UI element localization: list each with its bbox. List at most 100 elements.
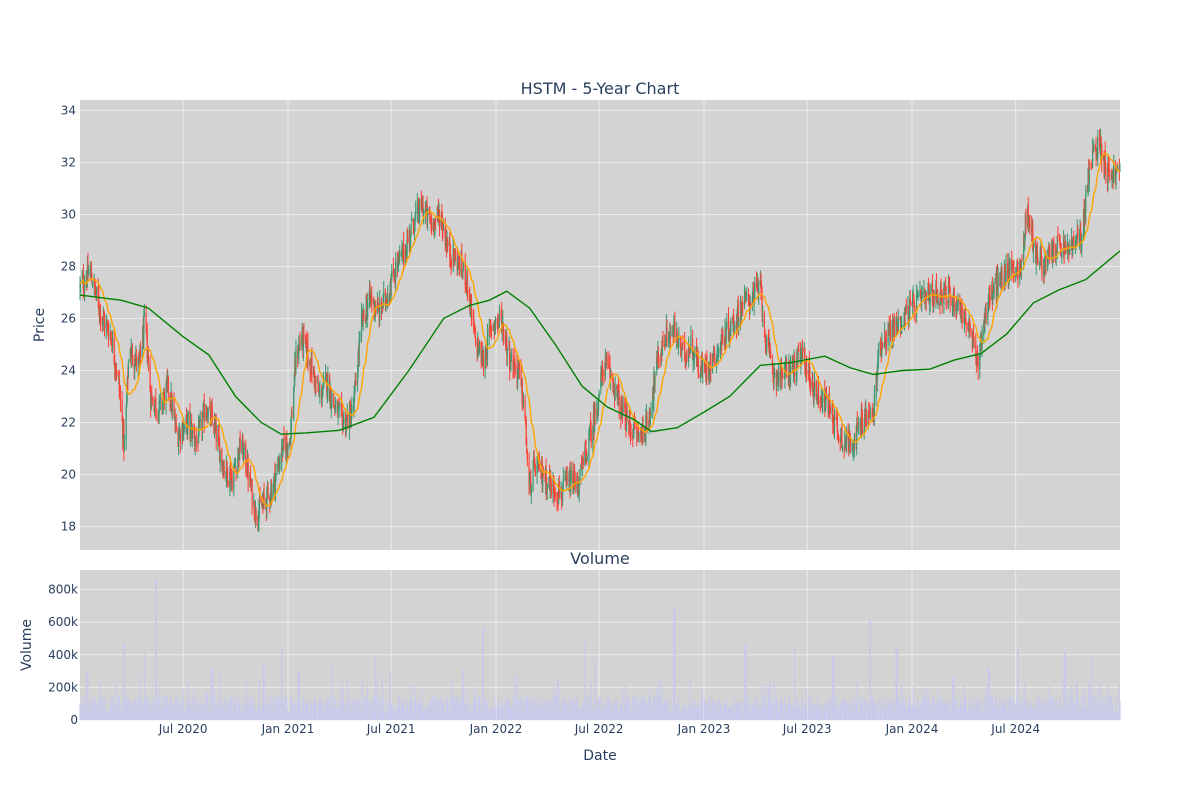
candle-body — [915, 294, 918, 314]
candle-body — [584, 447, 587, 449]
price-y-tick-label: 32 — [61, 155, 76, 169]
candle-body — [514, 358, 516, 368]
volume-bar — [453, 693, 455, 720]
candle-body — [199, 422, 201, 424]
candle-body — [377, 304, 379, 306]
volume-bar — [214, 698, 216, 720]
candle-body — [391, 270, 393, 281]
candle-body — [131, 348, 134, 361]
volume-bar — [237, 697, 240, 720]
candle-body — [837, 434, 840, 440]
volume-bar — [678, 703, 680, 720]
volume-bar — [432, 693, 434, 720]
volume-bar — [502, 707, 505, 720]
volume-bar — [909, 705, 911, 720]
volume-bar — [758, 705, 760, 720]
candle-body — [774, 372, 776, 376]
volume-bar — [972, 696, 975, 720]
candle-body — [107, 324, 109, 333]
candle-body — [177, 436, 180, 447]
candle-body — [1025, 210, 1027, 225]
volume-bar — [437, 701, 440, 720]
candle-body — [382, 294, 384, 309]
volume-bar — [558, 710, 560, 720]
candle-body — [596, 411, 598, 414]
candle-body — [351, 406, 353, 415]
volume-bar — [989, 696, 991, 720]
volume-bar — [143, 653, 145, 720]
volume-bar — [223, 697, 225, 720]
candle-body — [1093, 145, 1095, 152]
candle-body — [1017, 267, 1019, 281]
candle-body — [917, 295, 919, 297]
candle-body — [1119, 170, 1121, 172]
volume-bar — [1115, 695, 1118, 720]
candle-body — [226, 461, 228, 472]
candle-body — [347, 412, 349, 428]
candle-body — [892, 321, 894, 343]
candle-body — [115, 371, 118, 375]
volume-bar — [784, 696, 786, 720]
candle-body — [438, 212, 440, 216]
candle-body — [775, 372, 777, 386]
candle-body — [271, 490, 273, 498]
candle-body — [1041, 264, 1043, 275]
candle-body — [205, 412, 207, 421]
volume-bar — [742, 712, 744, 720]
candle-body — [713, 347, 715, 363]
volume-bar — [674, 609, 676, 720]
candle-body — [951, 302, 953, 306]
volume-bar — [473, 701, 475, 720]
volume-bar — [135, 707, 138, 720]
volume-bar — [921, 698, 923, 720]
volume-bar — [387, 701, 389, 720]
candle-body — [126, 377, 128, 396]
candle-body — [937, 301, 939, 305]
candle-body — [702, 360, 704, 373]
candle-body — [742, 306, 744, 308]
volume-bar — [1073, 703, 1075, 720]
candle-body — [562, 488, 564, 496]
volume-bar — [905, 710, 907, 720]
volume-bar — [637, 697, 639, 720]
candle-body — [438, 215, 441, 227]
volume-bar — [303, 703, 305, 720]
volume-bar — [622, 710, 624, 720]
volume-bar — [961, 708, 963, 720]
volume-bar — [1061, 711, 1063, 720]
candle-body — [626, 406, 628, 421]
volume-bar — [608, 699, 610, 720]
candle-body — [510, 363, 512, 371]
candle-body — [489, 325, 491, 327]
candle-body — [217, 435, 219, 443]
candle-body — [1001, 273, 1003, 290]
candle-body — [242, 449, 245, 458]
candle-body — [840, 435, 842, 440]
candle-body — [1100, 136, 1102, 142]
candle-body — [322, 389, 324, 397]
candle-body — [748, 295, 750, 305]
candle-body — [618, 390, 620, 409]
volume-bar — [219, 707, 221, 720]
candle-body — [697, 360, 699, 373]
candle-body — [226, 468, 229, 484]
candle-body — [230, 476, 233, 479]
candle-body — [255, 510, 257, 521]
volume-bar — [115, 683, 117, 720]
candle-body — [708, 369, 710, 376]
candle-body — [242, 439, 244, 460]
volume-bar — [363, 699, 365, 720]
candle-body — [584, 449, 586, 466]
candle-body — [1004, 270, 1006, 280]
candle-body — [297, 354, 299, 358]
candle-body — [470, 301, 473, 316]
candle-body — [904, 313, 906, 315]
candle-body — [199, 418, 201, 423]
candle-body — [437, 210, 440, 215]
candle-body — [937, 295, 939, 302]
candle-body — [283, 437, 285, 445]
candle-body — [553, 481, 555, 496]
candle-body — [594, 409, 596, 415]
candle-body — [137, 357, 139, 366]
candle-body — [94, 278, 96, 287]
